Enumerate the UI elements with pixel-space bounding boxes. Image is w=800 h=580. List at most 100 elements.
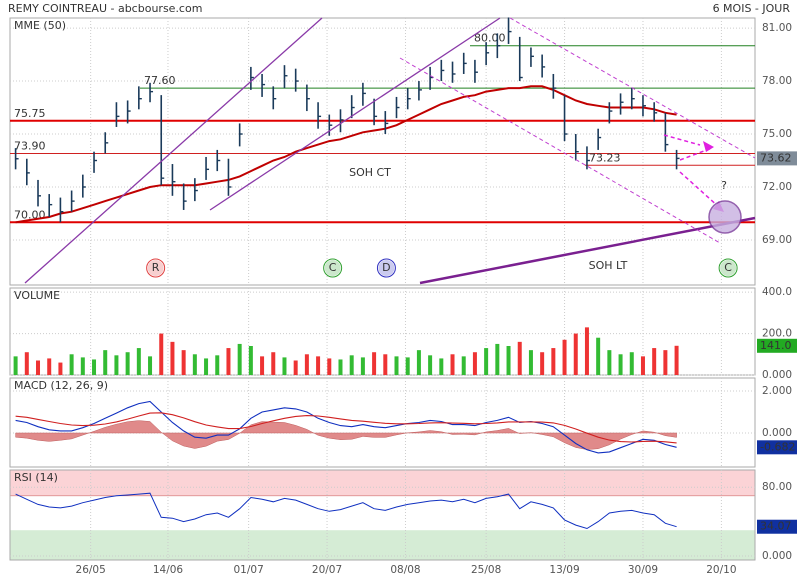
volume-bar	[327, 358, 332, 375]
event-fill	[378, 260, 395, 276]
volume-bar	[472, 352, 477, 375]
panel-title: MME (50)	[14, 19, 66, 32]
panel-frame	[9, 469, 756, 561]
y-tick-label: 75.00	[762, 128, 792, 140]
projection-arrow	[679, 171, 721, 209]
event-label: D	[382, 261, 390, 274]
volume-bar	[103, 350, 108, 375]
plot: 69.00 72.00 75.00 78.00 81.00 MME (50) 75.75 73…	[9, 17, 797, 576]
line	[15, 400, 677, 454]
event-fill	[147, 260, 164, 276]
last-value-label: 141.0	[760, 339, 792, 352]
volume-bar	[383, 354, 388, 375]
y-tick-label: 400.0	[762, 286, 792, 298]
event-fill	[720, 260, 737, 276]
volume-bar	[450, 354, 455, 375]
volume-bar	[629, 352, 634, 375]
y-tick-label: 200.0	[762, 328, 792, 340]
line	[15, 85, 677, 224]
projection-arrow	[663, 134, 701, 146]
band	[10, 470, 755, 496]
volume-bar	[316, 356, 321, 375]
volume-bar	[69, 354, 74, 375]
event-marker	[718, 258, 738, 278]
volume-bar	[293, 360, 298, 375]
panel-title: VOLUME	[14, 289, 60, 302]
trend-line	[419, 216, 756, 285]
volume-bar	[674, 345, 679, 375]
level-label: 73.90	[14, 139, 46, 152]
volume-bar	[584, 327, 589, 375]
last-value-label: -0.682	[760, 440, 795, 453]
event-marker	[146, 258, 166, 278]
y-tick-label: 2.000	[762, 385, 792, 397]
channel-line	[209, 17, 501, 211]
volume-bar	[652, 348, 657, 375]
volume-bar	[24, 352, 29, 375]
line	[15, 492, 677, 530]
arrow-head	[703, 141, 714, 152]
volume-bar	[428, 355, 433, 375]
volume-bar	[13, 356, 18, 375]
volume-bar	[47, 358, 52, 375]
volume-bar	[215, 355, 220, 375]
chart-title: REMY COINTREAU - abcbourse.com	[8, 2, 202, 15]
volume-bar	[540, 352, 545, 375]
event-label: R	[152, 261, 160, 274]
level-label: 73.23	[589, 151, 621, 164]
dashed-channel	[399, 57, 721, 244]
volume-bar	[562, 339, 567, 375]
volume-bar	[484, 348, 489, 375]
panel-title: RSI (14)	[14, 471, 58, 484]
volume-bar	[394, 356, 399, 375]
volume-bar	[338, 359, 343, 375]
x-tick-label: 20/07	[312, 564, 342, 576]
y-tick-label: 69.00	[762, 234, 792, 246]
volume-bar	[551, 348, 556, 375]
volume-bar	[192, 354, 197, 375]
x-tick-label: 08/08	[390, 564, 420, 576]
volume-bar	[360, 357, 365, 375]
annotation: SOH CT	[349, 166, 391, 179]
overlay: SOH CT SOH LT ?	[24, 17, 756, 285]
volume-bar	[92, 359, 97, 375]
event-label: C	[329, 261, 337, 274]
volume-bar	[36, 360, 41, 375]
last-value-label: 73.62	[760, 151, 792, 164]
event-label: C	[724, 261, 732, 274]
x-tick-label: 20/10	[706, 564, 736, 576]
annotation: ?	[721, 179, 727, 192]
last-value-box	[757, 338, 797, 353]
target-circle	[708, 200, 742, 234]
volume-bar	[439, 358, 444, 375]
event-fill	[324, 260, 341, 276]
histogram-area	[15, 420, 677, 450]
volume-bar	[136, 348, 141, 375]
volume-bar	[159, 333, 164, 375]
volume-bar	[181, 350, 186, 375]
volume-bar	[248, 346, 253, 375]
volume-bar	[618, 354, 623, 375]
volume-bar	[405, 357, 410, 375]
panel-frame	[9, 377, 756, 468]
volume-bar	[114, 355, 119, 375]
volume-bar	[148, 356, 153, 375]
volume-bar	[573, 333, 578, 375]
x-tick-label: 01/07	[233, 564, 263, 576]
y-tick-label: 0.000	[762, 427, 792, 439]
volume-bar	[461, 356, 466, 375]
volume-bar	[125, 352, 130, 375]
x-tick-label: 14/06	[153, 564, 184, 576]
last-value-box	[757, 440, 797, 455]
volume-bar	[596, 337, 601, 375]
volume-bar	[80, 357, 85, 375]
volume-bar	[237, 343, 242, 375]
volume-bar	[226, 348, 231, 375]
volume-bar	[282, 357, 287, 375]
volume-bar	[260, 356, 265, 375]
level-label: 77.60	[144, 74, 176, 87]
x-tick-label: 26/05	[76, 564, 106, 576]
y-tick-label: 78.00	[762, 75, 792, 87]
annotation: SOH LT	[589, 259, 628, 272]
